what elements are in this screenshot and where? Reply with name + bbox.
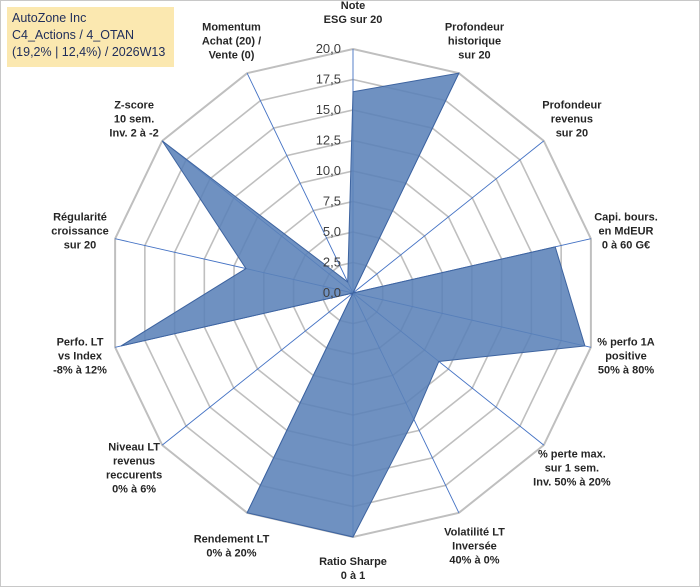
axis-label-line: Profondeur bbox=[542, 99, 602, 111]
axis-label-line: Capi. bours. bbox=[594, 212, 658, 224]
title-stats: (19,2% | 12,4%) / 2026W13 bbox=[12, 45, 166, 59]
axis-label: Niveau LT revenus reccurents 0% à 6% bbox=[106, 442, 162, 496]
axis-label-line: Ratio Sharpe bbox=[319, 556, 387, 568]
axis-label-line: Niveau LT bbox=[108, 442, 160, 454]
axis-label-line: 0 à 60 G€ bbox=[602, 240, 650, 252]
axis-label: Capi. bours. en MdEUR 0 à 60 G€ bbox=[594, 212, 658, 252]
axis-label: Perfo. LT vs Index -8% à 12% bbox=[53, 336, 107, 376]
radial-tick-labels: 0,0 2,5 5,0 7,5 10,0 12,5 15,0 17,5 20,0 bbox=[316, 41, 341, 300]
radial-tick-label: 10,0 bbox=[316, 163, 341, 178]
axis-label-line: Note bbox=[341, 1, 365, 12]
axis-label-line: Profondeur bbox=[445, 22, 505, 34]
radial-tick-label: 20,0 bbox=[316, 41, 341, 56]
radial-tick-label: 5,0 bbox=[323, 224, 341, 239]
axis-label: Profondeur historique sur 20 bbox=[445, 22, 505, 62]
axis-label: Rendement LT 0% à 20% bbox=[194, 533, 270, 559]
axis-label: Ratio Sharpe 0 à 1 bbox=[319, 556, 387, 582]
axis-label: Régularité croissance sur 20 bbox=[51, 212, 108, 252]
axis-label-line: % perte max. bbox=[538, 449, 606, 461]
axis-label: % perfo 1A positive 50% à 80% bbox=[597, 336, 655, 376]
radial-tick-label: 15,0 bbox=[316, 102, 341, 117]
axis-label-line: Perfo. LT bbox=[57, 336, 104, 348]
axis-label-line: % perfo 1A bbox=[597, 336, 655, 348]
axis-label-line: vs Index bbox=[58, 350, 103, 362]
axis-label-line: Inversée bbox=[452, 540, 497, 552]
radial-tick-label: 2,5 bbox=[323, 255, 341, 270]
axis-label-line: Rendement LT bbox=[194, 533, 270, 545]
axis-label-line: Inv. 2 à -2 bbox=[109, 127, 158, 139]
axis-label-line: -8% à 12% bbox=[53, 364, 107, 376]
axis-label-line: positive bbox=[605, 350, 647, 362]
title-company: AutoZone Inc bbox=[12, 11, 87, 25]
radial-tick-label: 0,0 bbox=[323, 285, 341, 300]
axis-label-line: 50% à 80% bbox=[598, 364, 654, 376]
axis-label-line: sur 20 bbox=[64, 240, 96, 252]
axis-label-line: Régularité bbox=[53, 212, 107, 224]
axis-label-line: Momentum bbox=[202, 22, 261, 34]
radar-series bbox=[120, 72, 586, 538]
axis-label: Note ESG sur 20 bbox=[324, 1, 383, 26]
chart-title-box: AutoZone Inc C4_Actions / 4_OTAN (19,2% … bbox=[7, 7, 174, 67]
axis-label-line: revenus bbox=[551, 113, 593, 125]
axis-label-line: Volatilité LT bbox=[444, 526, 505, 538]
axis-label-line: 40% à 0% bbox=[449, 554, 499, 566]
axis-label-line: Achat (20) / bbox=[202, 36, 261, 48]
axis-spoke bbox=[161, 292, 354, 446]
title-category: C4_Actions / 4_OTAN bbox=[12, 28, 135, 42]
axis-label-line: 0% à 20% bbox=[206, 547, 256, 559]
axis-label-line: revenus bbox=[113, 456, 155, 468]
axis-labels: Note ESG sur 20 Profondeur historique sur 20… bbox=[51, 1, 657, 582]
axis-label-line: en MdEUR bbox=[598, 226, 653, 238]
radial-tick-label: 12,5 bbox=[316, 133, 341, 148]
axis-label-line: sur 20 bbox=[556, 127, 588, 139]
axis-spoke bbox=[352, 140, 545, 294]
axis-label-line: 0% à 6% bbox=[112, 484, 156, 496]
axis-label-line: Z-score bbox=[114, 99, 154, 111]
axis-label-line: sur 1 sem. bbox=[545, 463, 599, 475]
axis-label-line: 10 sem. bbox=[114, 113, 154, 125]
axis-label: Momentum Achat (20) / Vente (0) bbox=[202, 22, 261, 62]
axis-label: Volatilité LT Inversée 40% à 0% bbox=[444, 526, 505, 566]
axis-label-line: 0 à 1 bbox=[341, 570, 365, 582]
axis-label-line: croissance bbox=[51, 226, 108, 238]
axis-label-line: sur 20 bbox=[458, 50, 490, 62]
radial-tick-label: 17,5 bbox=[316, 72, 341, 87]
axis-label-line: reccurents bbox=[106, 470, 162, 482]
axis-label: Z-score 10 sem. Inv. 2 à -2 bbox=[109, 99, 158, 139]
axis-label: % perte max. sur 1 sem. Inv. 50% à 20% bbox=[533, 449, 611, 489]
axis-label-line: ESG sur 20 bbox=[324, 14, 383, 26]
axis-label: Profondeur revenus sur 20 bbox=[542, 99, 602, 139]
axis-label-line: historique bbox=[448, 36, 501, 48]
axis-label-line: Inv. 50% à 20% bbox=[533, 477, 611, 489]
axis-label-line: Vente (0) bbox=[209, 50, 255, 62]
axis-spoke bbox=[246, 72, 354, 294]
radial-tick-label: 7,5 bbox=[323, 194, 341, 209]
